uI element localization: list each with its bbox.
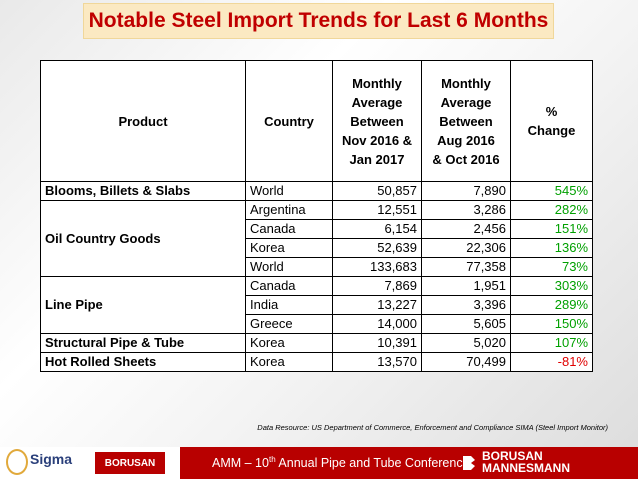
table-row: Oil Country Goods Argentina 12,551 3,286 282…	[40, 200, 593, 277]
value-nov-jan-cell: 50,857	[332, 181, 422, 201]
table-row: Hot Rolled Sheets Korea 13,570 70,499 -81%	[40, 352, 593, 372]
value-nov-jan-cell: 6,154	[332, 219, 422, 239]
pct-change-cell: 282%	[510, 200, 593, 220]
pct-change-cell: 136%	[510, 238, 593, 258]
borusan-logo-line1: BORUSAN	[482, 449, 543, 463]
table-row: Line Pipe Canada 7,869 1,951 303%	[40, 276, 593, 334]
pct-change-cell: 150%	[510, 314, 593, 334]
pct-change-cell: 303%	[510, 276, 593, 296]
borusan-small-logo: BORUSAN	[95, 452, 165, 474]
country-cell: Korea	[245, 352, 333, 372]
header-line: Change	[527, 123, 576, 138]
conference-prefix: AMM – 10	[212, 456, 269, 471]
product-cell: Hot Rolled Sheets	[40, 352, 246, 372]
pct-change-cell: 107%	[510, 333, 593, 353]
value-nov-jan-cell: 14,000	[332, 314, 422, 334]
header-line: Nov 2016 &	[341, 132, 413, 148]
borusan-mannesmann-logo: BORUSAN MANNESMANN	[482, 450, 570, 474]
pct-change-cell: 151%	[510, 219, 593, 239]
table-header-row: Product Country Monthly Average Between Nov…	[40, 60, 593, 182]
value-nov-jan-cell: 133,683	[332, 257, 422, 277]
header-aug-oct: Monthly Average Between Aug 2016 & Oct 2016	[421, 60, 511, 182]
header-line: Between	[439, 113, 493, 129]
value-aug-oct-cell: 3,286	[421, 200, 511, 220]
country-cell: Canada	[245, 219, 333, 239]
header-line: Average	[351, 94, 403, 110]
country-cell: India	[245, 295, 333, 315]
table-row: Greece 14,000 5,605 150%	[41, 314, 593, 334]
value-nov-jan-cell: 10,391	[332, 333, 422, 353]
value-nov-jan-cell: 13,227	[332, 295, 422, 315]
value-nov-jan-cell: 12,551	[332, 200, 422, 220]
product-cell: Structural Pipe & Tube	[40, 333, 246, 353]
data-source-note: Data Resource: US Department of Commerce…	[257, 423, 608, 432]
conference-suffix: Annual Pipe and Tube Conference	[275, 456, 470, 471]
value-nov-jan-cell: 13,570	[332, 352, 422, 372]
table-row: Structural Pipe & Tube Korea 10,391 5,020 10…	[40, 333, 593, 353]
product-cell: Line Pipe	[40, 276, 246, 334]
country-cell: Korea	[245, 333, 333, 353]
pct-change-cell: 545%	[510, 181, 593, 201]
header-line: Monthly	[441, 75, 491, 91]
value-aug-oct-cell: 5,020	[421, 333, 511, 353]
page-title: Notable Steel Import Trends for Last 6 M…	[88, 9, 549, 32]
product-cell: Oil Country Goods	[40, 200, 246, 277]
country-cell: Greece	[245, 314, 333, 334]
value-nov-jan-cell: 52,639	[332, 238, 422, 258]
header-line: & Oct 2016	[432, 151, 500, 167]
value-aug-oct-cell: 5,605	[421, 314, 511, 334]
header-pct-change: % Change	[510, 60, 593, 182]
table-row: Blooms, Billets & Slabs World 50,857 7,890 5…	[40, 181, 593, 201]
pct-change-cell: 73%	[510, 257, 593, 277]
header-line: Between	[350, 113, 404, 129]
table-row: India 13,227 3,396 289%	[41, 295, 593, 315]
country-cell: World	[245, 257, 333, 277]
country-cell: Argentina	[245, 200, 333, 220]
conference-sup: th	[268, 455, 276, 464]
table-row: World 133,683 77,358 73%	[41, 257, 593, 277]
sigma-logo: Sigma	[30, 451, 73, 467]
header-line: Monthly	[352, 75, 402, 91]
conference-title: AMM – 10th Annual Pipe and Tube Conferen…	[212, 455, 470, 470]
header-line: %	[545, 104, 558, 119]
header-product: Product	[40, 60, 246, 182]
sigma-emblem-icon	[6, 449, 28, 475]
value-nov-jan-cell: 7,869	[332, 276, 422, 296]
value-aug-oct-cell: 77,358	[421, 257, 511, 277]
header-line: Jan 2017	[349, 151, 405, 167]
value-aug-oct-cell: 22,306	[421, 238, 511, 258]
value-aug-oct-cell: 7,890	[421, 181, 511, 201]
borusan-mark-icon	[463, 456, 475, 470]
country-cell: Korea	[245, 238, 333, 258]
header-country: Country	[245, 60, 333, 182]
steel-import-table: Product Country Monthly Average Between Nov…	[40, 60, 593, 372]
header-nov-jan: Monthly Average Between Nov 2016 & Jan 2017	[332, 60, 422, 182]
value-aug-oct-cell: 1,951	[421, 276, 511, 296]
header-line: Aug 2016	[437, 132, 495, 148]
product-cell: Blooms, Billets & Slabs	[40, 181, 246, 201]
title-bar: Notable Steel Import Trends for Last 6 M…	[83, 3, 554, 39]
value-aug-oct-cell: 3,396	[421, 295, 511, 315]
pct-change-cell: -81%	[510, 352, 593, 372]
header-line: Average	[440, 94, 492, 110]
country-cell: Canada	[245, 276, 333, 296]
country-cell: World	[245, 181, 333, 201]
value-aug-oct-cell: 70,499	[421, 352, 511, 372]
value-aug-oct-cell: 2,456	[421, 219, 511, 239]
borusan-logo-line2: MANNESMANN	[482, 461, 570, 475]
pct-change-cell: 289%	[510, 295, 593, 315]
